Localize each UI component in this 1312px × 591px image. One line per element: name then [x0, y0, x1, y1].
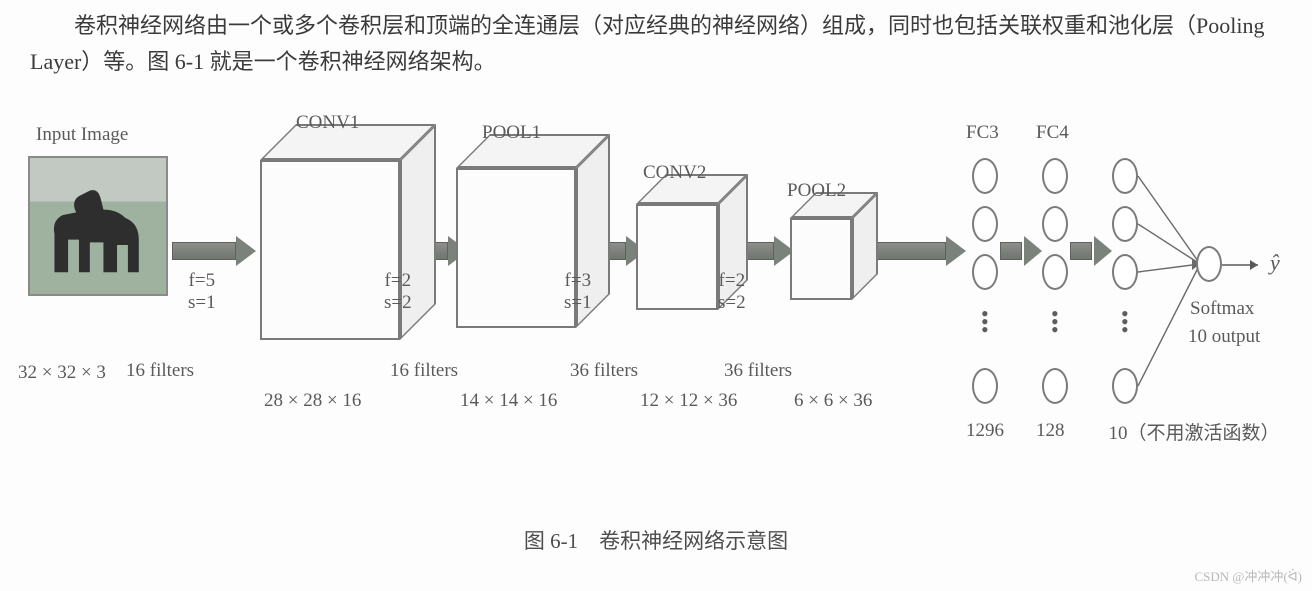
- stage-title-conv2: CONV2: [643, 162, 706, 184]
- stage-out-conv1: 28 × 28 × 16: [264, 390, 361, 412]
- fc-title-1: FC4: [1036, 122, 1069, 144]
- input-dims: 32 × 32 × 3: [18, 362, 106, 384]
- cnn-architecture-diagram: Input Image 32 × 32 × 3 CONV1 f=5 s=1 16 f…: [0, 100, 1312, 520]
- arrow-1: [172, 238, 254, 264]
- input-image: [28, 156, 168, 296]
- stage-params-pool2: f=2 s=2: [718, 270, 746, 314]
- intro-paragraph: 卷积神经网络由一个或多个卷积层和顶端的全连通层（对应经典的神经网络）组成，同时也…: [30, 8, 1282, 81]
- stage-title-pool2: POOL2: [787, 180, 846, 202]
- softmax-2: 10 output: [1188, 326, 1260, 348]
- fc-neuron-0-3: [972, 368, 998, 404]
- fc-dots-1: •••: [1051, 310, 1059, 334]
- fc-neuron-1-3: [1042, 368, 1068, 404]
- stage-params-pool1: f=2 s=2: [384, 270, 412, 314]
- fc-neuron-1-1: [1042, 206, 1068, 242]
- arrow-5: [868, 238, 964, 264]
- fc-count-1: 128: [1036, 420, 1065, 442]
- fc-neuron-0-0: [972, 158, 998, 194]
- input-title: Input Image: [36, 124, 128, 146]
- fc-dots-0: •••: [981, 310, 989, 334]
- stage-params-conv2: f=3 s=1: [564, 270, 592, 314]
- output-y-label: ŷ: [1270, 250, 1280, 276]
- stage-out-pool1: 14 × 14 × 16: [460, 390, 557, 412]
- stage-title-pool1: POOL1: [482, 122, 541, 144]
- arrow-fc-1: [1000, 238, 1040, 264]
- stage-out-conv2: 12 × 12 × 36: [640, 390, 737, 412]
- fc-neuron-1-2: [1042, 254, 1068, 290]
- stage-params-conv1: f=5 s=1: [188, 270, 216, 314]
- softmax-1: Softmax: [1190, 298, 1254, 320]
- fc-count-2: 10（不用激活函数）: [1104, 420, 1284, 448]
- fc-neuron-1-0: [1042, 158, 1068, 194]
- fc-neuron-0-2: [972, 254, 998, 290]
- stage-pool2: [790, 192, 878, 300]
- fc-title-0: FC3: [966, 122, 999, 144]
- stage-filters-pool1: 16 filters: [390, 360, 458, 382]
- stage-filters-pool2: 36 filters: [724, 360, 792, 382]
- fc-neuron-0-1: [972, 206, 998, 242]
- arrow-fc-2: [1070, 238, 1110, 264]
- fc-count-0: 1296: [966, 420, 1004, 442]
- output-arrow: [1222, 258, 1268, 272]
- output-neuron: [1196, 246, 1222, 282]
- stage-out-pool2: 6 × 6 × 36: [794, 390, 872, 412]
- stage-filters-conv2: 36 filters: [570, 360, 638, 382]
- watermark: CSDN @冲冲冲(ᐛ): [1194, 566, 1302, 585]
- stage-filters-conv1: 16 filters: [126, 360, 194, 382]
- stage-title-conv1: CONV1: [296, 112, 359, 134]
- figure-caption: 图 6-1 卷积神经网络示意图: [0, 525, 1312, 555]
